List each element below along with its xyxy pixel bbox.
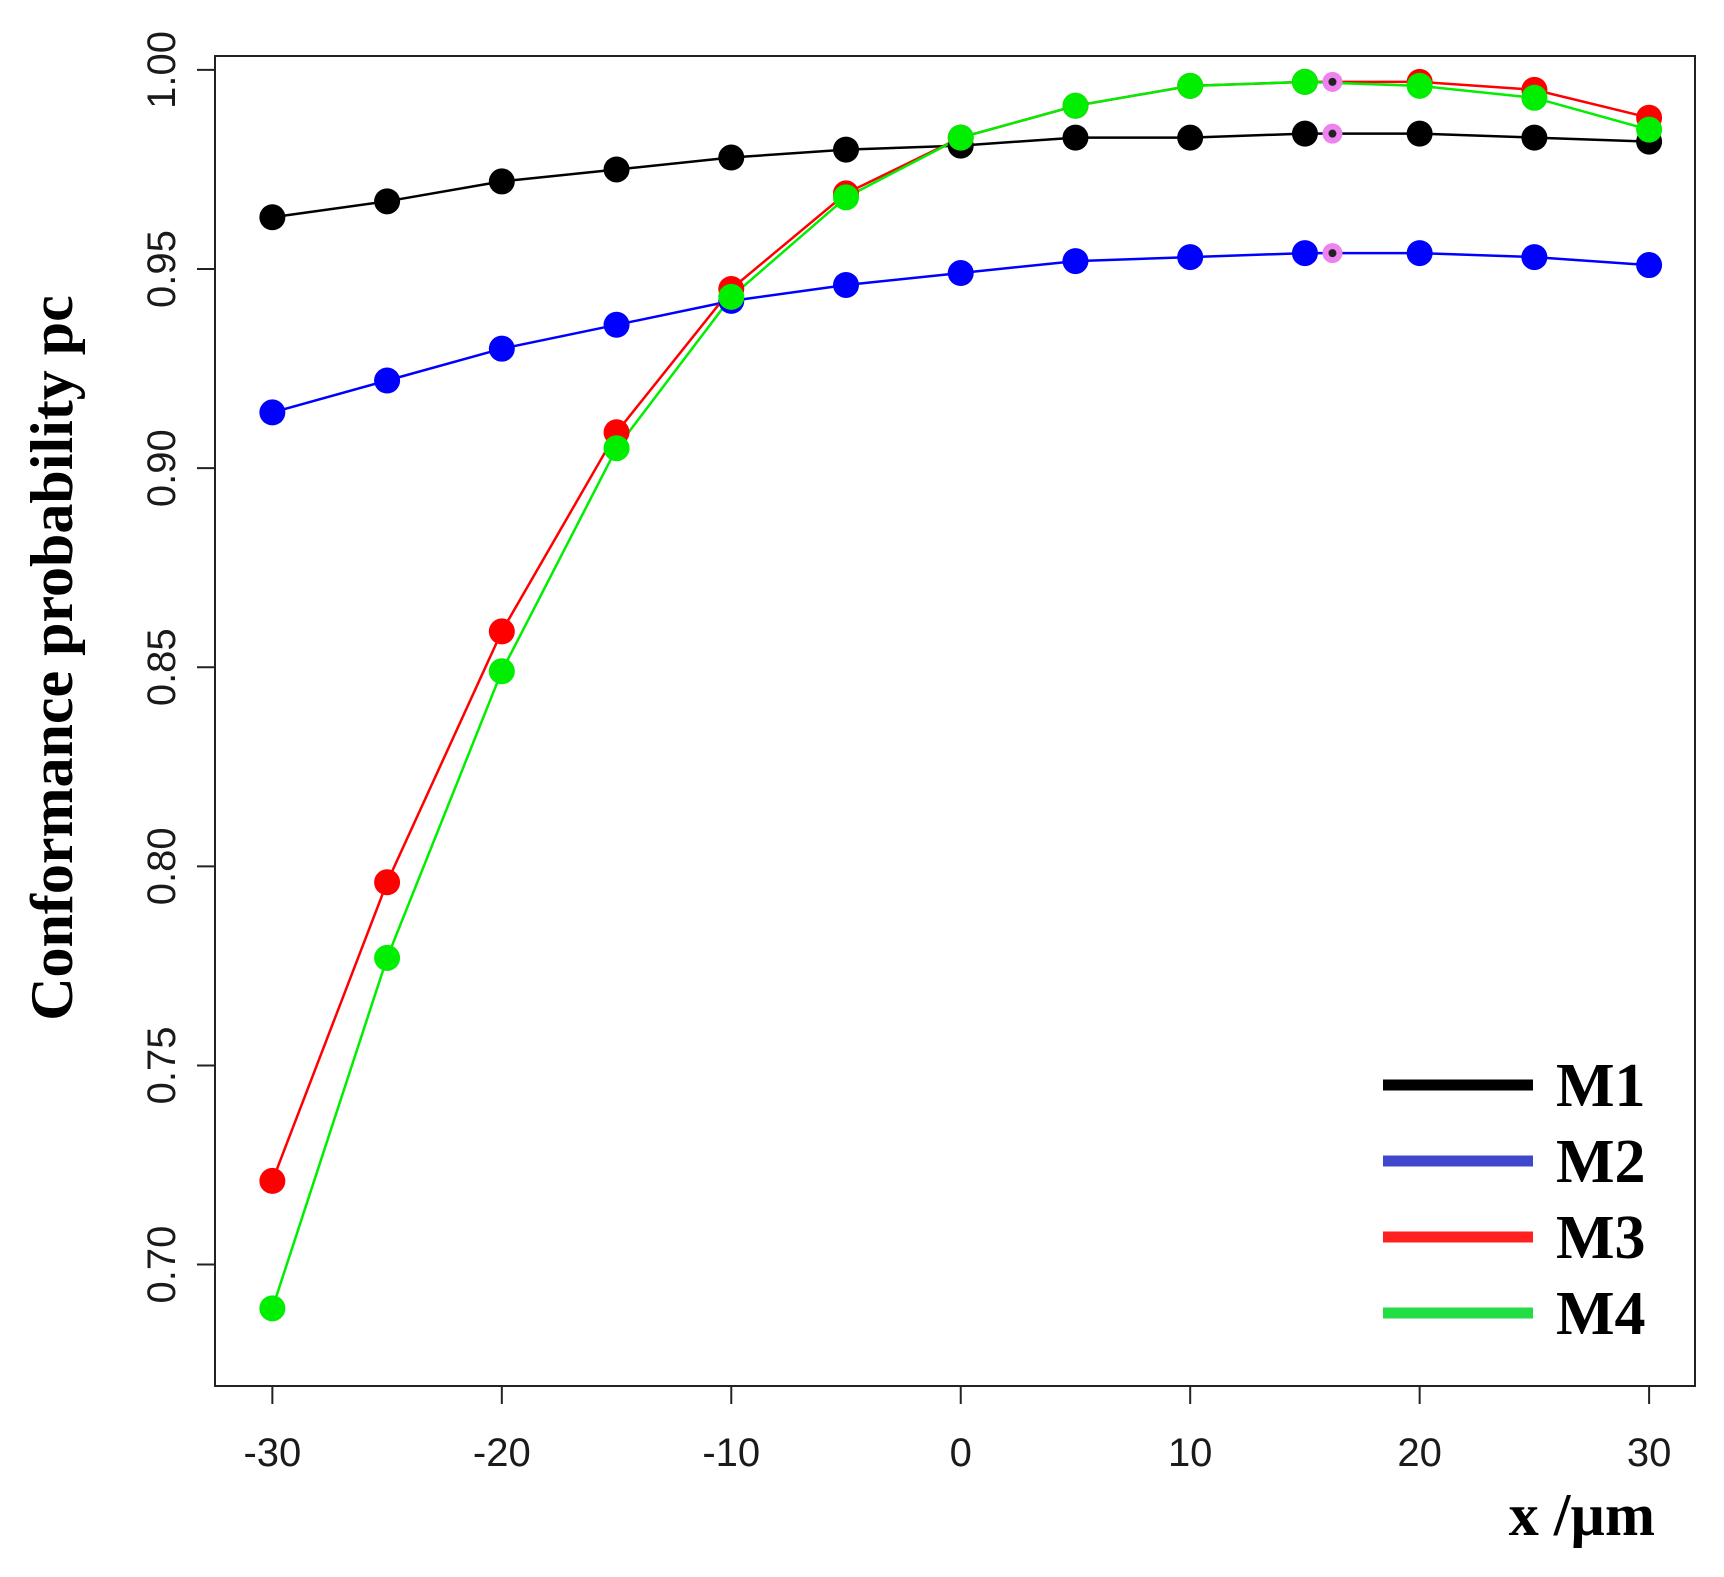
point-m1 <box>1406 120 1433 147</box>
point-m1 <box>718 144 745 171</box>
optimum-marker-center <box>1328 129 1337 138</box>
y-axis: 0.70 0.75 0.80 0.85 0.90 0.95 1.00 <box>140 31 215 1303</box>
y-tick-label: 0.80 <box>140 827 184 905</box>
point-m4 <box>374 944 401 971</box>
point-m2 <box>833 271 860 298</box>
x-tick-label: -30 <box>243 1431 301 1475</box>
point-m1 <box>1521 124 1548 151</box>
point-m1 <box>374 188 401 215</box>
legend-label-m1: M1 <box>1556 1052 1646 1120</box>
point-m2 <box>1521 244 1548 271</box>
legend-label-m4: M4 <box>1556 1280 1646 1348</box>
point-m3 <box>259 1167 286 1194</box>
x-tick-label: -10 <box>702 1431 760 1475</box>
x-tick-label: 30 <box>1627 1431 1672 1475</box>
point-m1 <box>1062 124 1089 151</box>
y-tick-label: 0.95 <box>140 230 184 308</box>
x-tick-label: 0 <box>950 1431 972 1475</box>
point-m2 <box>603 311 630 338</box>
x-axis-title: x /µm <box>1509 1482 1655 1548</box>
point-m4 <box>1406 72 1433 99</box>
point-m3 <box>374 869 401 896</box>
point-m1 <box>603 156 630 183</box>
x-tick-label: 20 <box>1397 1431 1442 1475</box>
point-m4 <box>1636 116 1663 143</box>
y-tick-label: 0.90 <box>140 429 184 507</box>
series-layer <box>259 68 1663 1322</box>
point-m1 <box>1291 120 1318 147</box>
point-m4 <box>603 435 630 462</box>
legend-label-m2: M2 <box>1556 1128 1646 1196</box>
point-m2 <box>488 335 515 362</box>
point-m2 <box>1636 252 1663 279</box>
x-axis: -30 -20 -10 0 10 20 30 <box>243 1385 1672 1475</box>
point-m4 <box>947 124 974 151</box>
point-m2 <box>259 399 286 426</box>
point-m4 <box>1521 84 1548 111</box>
legend-label-m3: M3 <box>1556 1204 1646 1272</box>
point-m1 <box>259 204 286 231</box>
point-m3 <box>488 618 515 645</box>
y-tick-label: 0.70 <box>140 1226 184 1304</box>
optimum-marker-center <box>1328 77 1337 86</box>
series-line-m3 <box>271 80 1650 1182</box>
y-tick-label: 0.85 <box>140 628 184 706</box>
y-axis-title: Conformance probability pc <box>19 295 85 1021</box>
point-m2 <box>374 367 401 394</box>
point-m2 <box>1291 240 1318 267</box>
point-m4 <box>1062 92 1089 119</box>
y-tick-label: 0.75 <box>140 1027 184 1105</box>
point-m4 <box>718 283 745 310</box>
point-m2 <box>1062 248 1089 275</box>
point-m2 <box>1406 240 1433 267</box>
point-m1 <box>833 136 860 163</box>
x-tick-label: 10 <box>1168 1431 1213 1475</box>
point-m4 <box>833 184 860 211</box>
point-m4 <box>1177 72 1204 99</box>
legend: M1 M2 M3 M4 <box>1383 1052 1646 1348</box>
point-m2 <box>947 260 974 287</box>
point-m4 <box>1291 68 1318 95</box>
point-m4 <box>259 1295 286 1322</box>
y-tick-label: 1.00 <box>140 31 184 109</box>
optimum-marker-center <box>1328 249 1337 258</box>
point-m2 <box>1177 244 1204 271</box>
point-m1 <box>488 168 515 195</box>
point-m4 <box>488 658 515 685</box>
point-m1 <box>1177 124 1204 151</box>
x-tick-label: -20 <box>473 1431 531 1475</box>
